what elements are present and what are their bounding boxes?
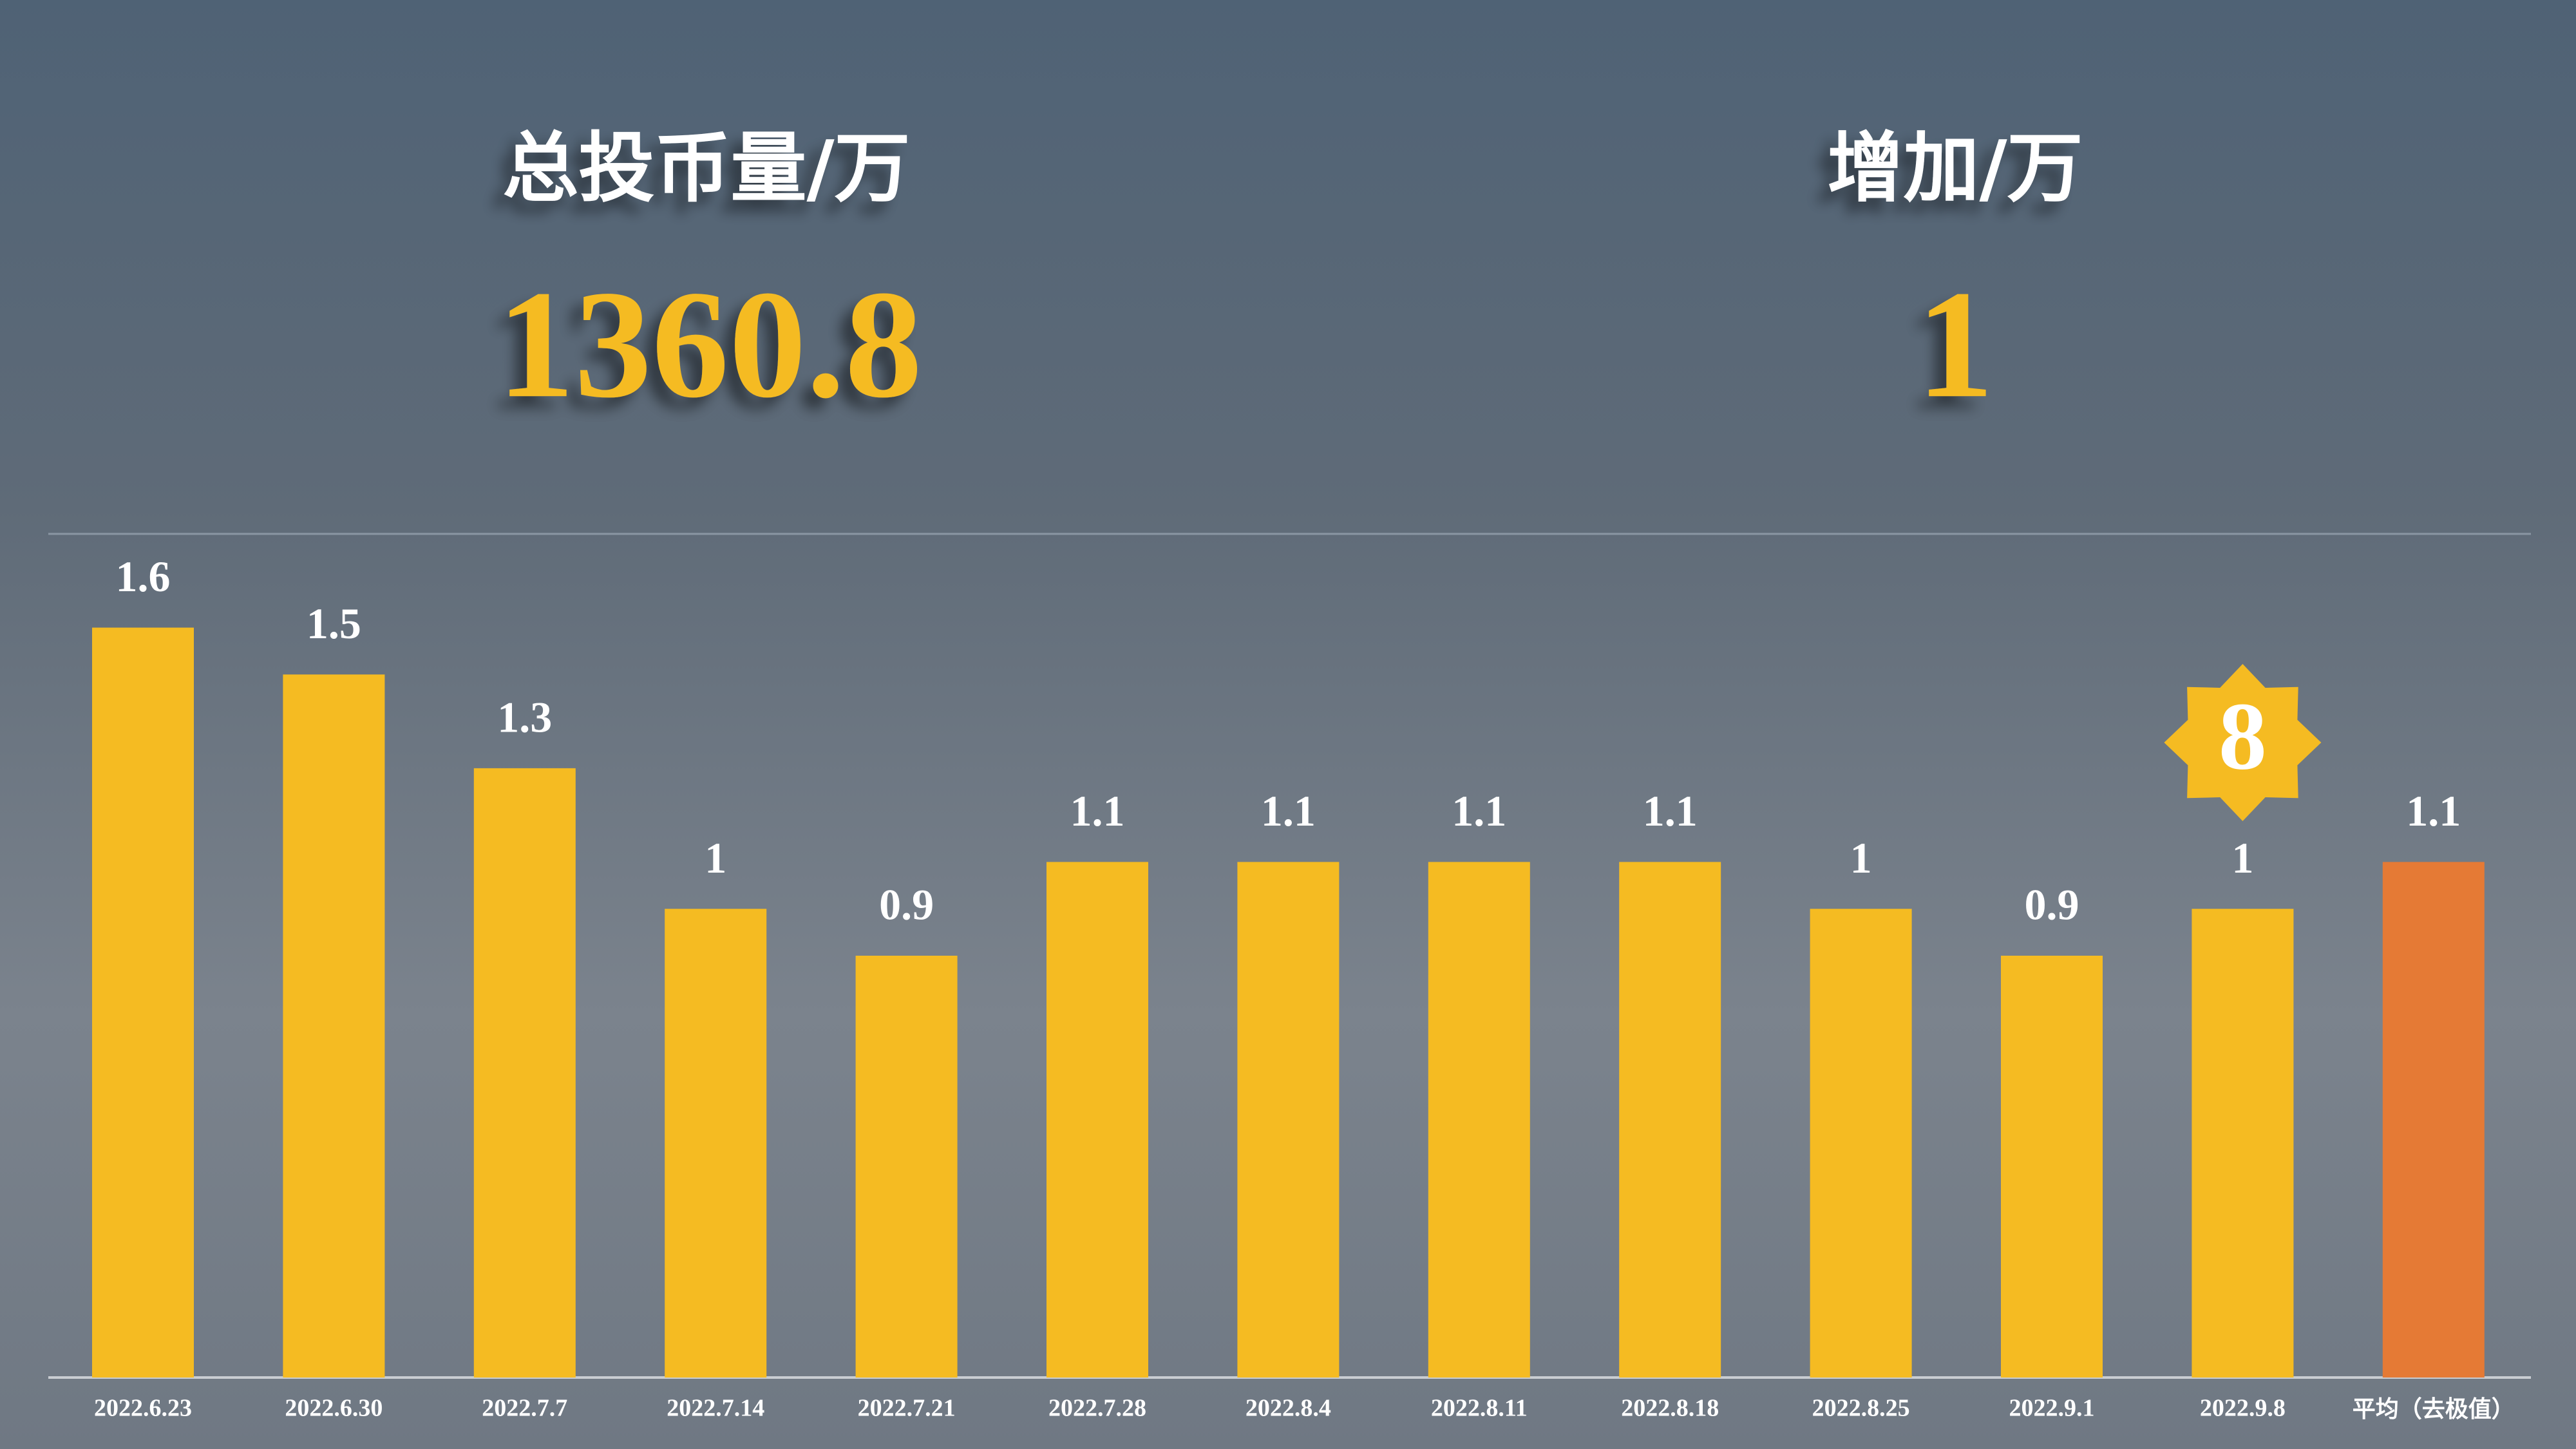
x-tick-label: 2022.6.30 [285,1395,383,1422]
value-label: 1 [705,833,726,882]
value-label: 1.1 [1070,786,1125,835]
bar [665,909,767,1378]
x-tick-label: 2022.6.23 [94,1395,192,1422]
bar [1237,862,1340,1378]
x-tick-label: 2022.9.1 [2009,1395,2095,1422]
bar [92,627,194,1378]
stat-value: 1360.8 [497,258,922,430]
x-tick-label: 2022.7.21 [858,1395,956,1422]
value-label: 0.9 [879,880,934,929]
x-tick-label: 2022.7.28 [1048,1395,1146,1422]
bar [1619,862,1721,1378]
bar [473,768,576,1378]
value-label: 1.1 [1261,786,1316,835]
bar [855,956,958,1378]
value-label: 0.9 [2025,880,2079,929]
value-label: 1.6 [116,552,171,601]
x-tick-label: 2022.7.14 [667,1395,764,1422]
x-tick-label: 2022.7.7 [482,1395,567,1422]
value-label: 1 [1850,833,1872,882]
x-tick-label: 2022.8.25 [1812,1395,1910,1422]
x-tick-label: 2022.8.11 [1431,1395,1528,1422]
stat-value: 1 [1917,258,1994,430]
x-tick-label: 2022.8.4 [1245,1395,1331,1422]
bar [2001,956,2103,1378]
bar [1810,909,1912,1378]
value-label: 1.3 [497,692,552,741]
x-tick-label: 2022.8.18 [1621,1395,1719,1422]
value-label: 1.1 [1452,786,1506,835]
stats: 总投币量/万 1360.8 增加/万 1 [497,124,2083,430]
stat-label: 增加/万 [1827,124,2083,213]
x-tick-label: 平均（去极值） [2353,1396,2515,1423]
bar [1046,862,1148,1378]
value-label: 1 [2231,833,2253,882]
bar [283,674,385,1378]
badge-star [2164,664,2322,821]
bar [2382,862,2485,1378]
value-label: 1.1 [1643,786,1698,835]
bar [2192,909,2294,1378]
badge-text: 8 [2219,683,2267,790]
value-label: 1.1 [2406,786,2461,835]
value-label: 1.5 [307,599,361,648]
stat-label: 总投币量/万 [502,124,910,213]
bar [1428,862,1530,1378]
x-tick-label: 2022.9.8 [2200,1395,2286,1422]
